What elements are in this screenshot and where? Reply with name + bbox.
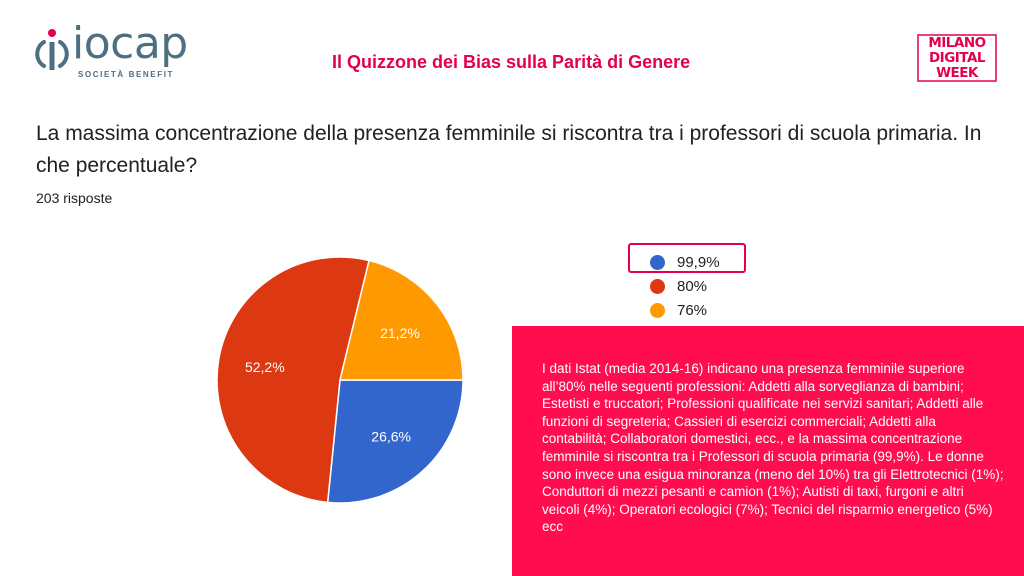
legend-item: 80% xyxy=(650,274,720,298)
pie-slice-label: 21,2% xyxy=(380,325,420,341)
pie-slice-label: 26,6% xyxy=(371,429,411,445)
legend-label: 99,9% xyxy=(677,253,720,271)
iocap-logo: iocap SOCIETÀ BENEFIT xyxy=(28,22,203,86)
milano-digital-week-frame-icon xyxy=(917,34,997,82)
legend-item: 99,9% xyxy=(650,250,720,274)
page-title: Il Quizzone dei Bias sulla Parità di Gen… xyxy=(332,52,691,72)
legend-swatch-icon xyxy=(650,278,665,294)
pie-chart: 26,6% 52,2% 21,2% xyxy=(216,256,464,504)
milano-digital-week-logo: MILANO DIGITAL WEEK xyxy=(917,34,997,82)
info-text: I dati Istat (media 2014-16) indicano un… xyxy=(542,361,1004,535)
pie-slice-76% xyxy=(339,259,464,381)
info-box: I dati Istat (media 2014-16) indicano un… xyxy=(512,326,1024,576)
question-text: La massima concentrazione della presenza… xyxy=(36,122,982,177)
mdw-line-1: MILANO xyxy=(928,35,986,51)
iocap-logo-mark-icon xyxy=(35,29,69,70)
iocap-logo-text: iocap xyxy=(72,18,188,69)
legend-highlight-box xyxy=(628,243,746,273)
legend-item: 76% xyxy=(650,298,720,322)
pie-slice-label: 52,2% xyxy=(245,359,285,375)
legend-swatch-icon xyxy=(650,254,665,270)
response-count: 203 risposte xyxy=(36,190,113,206)
mdw-line-3: WEEK xyxy=(936,65,978,81)
pie-slice-99,9% xyxy=(326,379,464,504)
legend-swatch-icon xyxy=(650,302,665,318)
iocap-logo-subtitle: SOCIETÀ BENEFIT xyxy=(78,70,175,79)
legend-label: 80% xyxy=(677,277,708,295)
legend-label: 76% xyxy=(677,301,708,319)
chart-legend: 99,9% 80% 76% xyxy=(650,250,720,322)
pie-slice-80% xyxy=(216,256,370,504)
mdw-line-2: DIGITAL xyxy=(928,50,986,66)
